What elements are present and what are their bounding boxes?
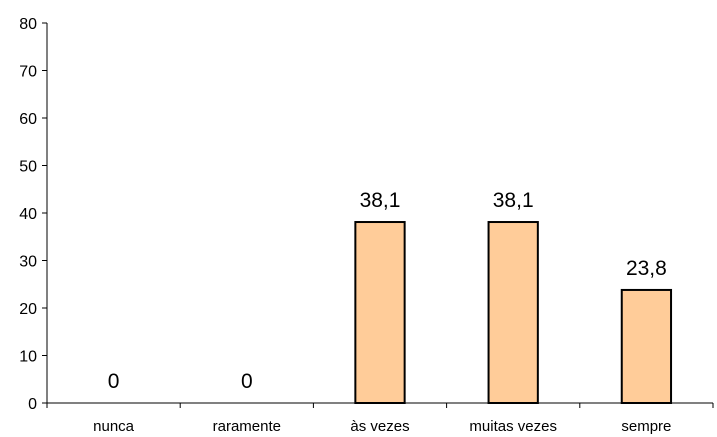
y-tick-label: 10: [19, 349, 37, 366]
data-label: 38,1: [360, 189, 401, 212]
y-tick-label: 70: [19, 64, 37, 81]
y-tick-label: 20: [19, 301, 37, 318]
x-category-label: raramente: [213, 418, 281, 435]
y-tick-label: 0: [28, 396, 37, 413]
x-axis: nunca raramente às vezes muitas vezes sempre: [46, 402, 714, 435]
bar: [487, 221, 539, 404]
bars: [354, 221, 673, 405]
data-label: 0: [108, 370, 120, 393]
x-category-label: sempre: [621, 418, 671, 435]
y-tick-label: 50: [19, 159, 37, 176]
y-tick-label: 40: [19, 206, 37, 223]
x-category-label: muitas vezes: [469, 418, 557, 435]
x-category-label: às vezes: [350, 418, 409, 435]
y-tick-label: 80: [19, 16, 37, 33]
y-tick-label: 60: [19, 111, 37, 128]
data-label: 38,1: [493, 189, 534, 212]
y-tick-label: 30: [19, 254, 37, 271]
data-label: 23,8: [626, 257, 667, 280]
data-label: 0: [241, 370, 253, 393]
data-labels: 0 0 38,1 38,1 23,8: [108, 189, 667, 393]
x-category-label: nunca: [93, 418, 135, 435]
bar: [354, 221, 406, 404]
y-axis: 0 10 20 30 40 50 60 70 80: [19, 16, 48, 413]
bar: [620, 288, 673, 405]
